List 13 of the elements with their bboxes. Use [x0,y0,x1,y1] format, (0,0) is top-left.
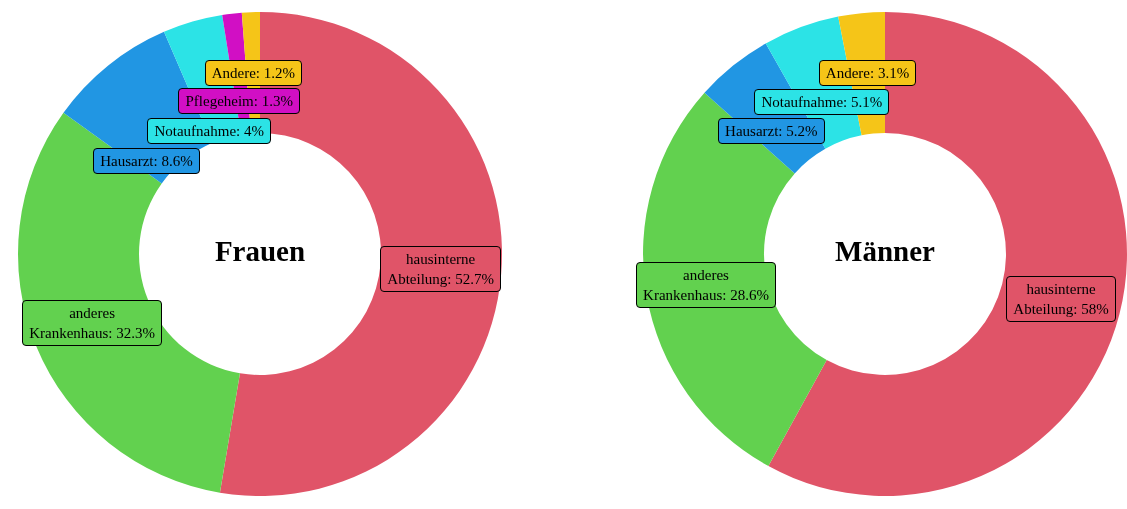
slice-label: Pflegeheim: 1.3% [178,87,300,114]
slice-label: anderes Krankenhaus: 28.6% [636,261,776,308]
slice-label: Notaufnahme: 5.1% [754,88,890,115]
slice-label: Notaufnahme: 4% [147,117,271,144]
slice-label: Hausarzt: 8.6% [93,147,200,174]
slice-label: Andere: 1.2% [204,59,302,86]
slice-label: hausinterne Abteilung: 52.7% [380,246,502,293]
text: Männer [835,235,936,268]
slice-label: Andere: 3.1% [818,60,917,87]
slice-label: Hausarzt: 5.2% [718,117,825,144]
slice-label: anderes Krankenhaus: 32.3% [22,300,162,347]
slice-label: hausinterne Abteilung: 58% [1006,276,1116,323]
text: Frauen [214,235,306,268]
